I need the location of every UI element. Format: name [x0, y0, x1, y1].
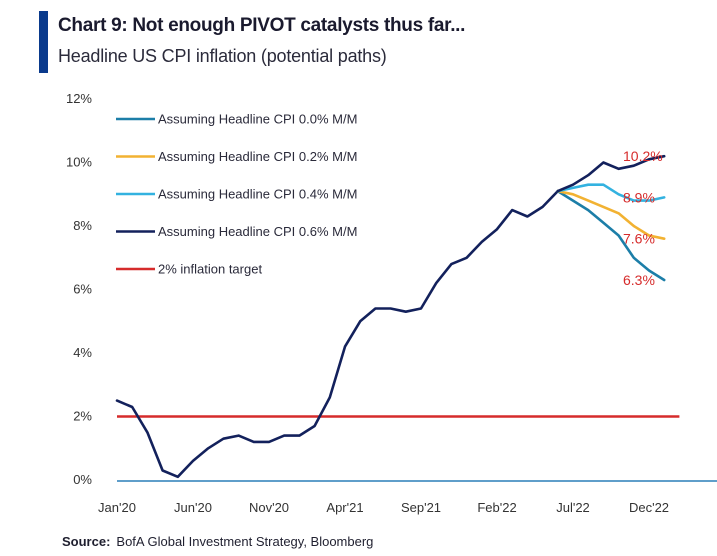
- end-label-0: 6.3%: [623, 272, 655, 288]
- x-tick-label: Jul'22: [556, 500, 590, 515]
- end-label-3: 10.2%: [623, 148, 663, 164]
- x-tick-label: Apr'21: [326, 500, 363, 515]
- end-label-2: 8.9%: [623, 189, 655, 205]
- legend-label-2: Assuming Headline CPI 0.4% M/M: [158, 187, 357, 202]
- x-tick-label: Sep'21: [401, 500, 441, 515]
- source-label: Source:: [62, 534, 111, 549]
- y-tick-label: 8%: [73, 218, 92, 233]
- x-tick-label: Feb'22: [477, 500, 516, 515]
- legend-label-3: Assuming Headline CPI 0.6% M/M: [158, 224, 357, 239]
- y-axis-ticks: 0% 2% 4% 6% 8% 10% 12%: [66, 91, 92, 487]
- end-label-1: 7.6%: [623, 231, 655, 247]
- legend-label-0: Assuming Headline CPI 0.0% M/M: [158, 112, 357, 127]
- forecast-line-0: [556, 189, 666, 282]
- y-tick-label: 10%: [66, 155, 92, 170]
- y-tick-label: 2%: [73, 409, 92, 424]
- forecast-series-lines: [556, 154, 666, 282]
- title-accent-bar: [39, 11, 48, 73]
- y-tick-label: 4%: [73, 345, 92, 360]
- series-end-labels: 6.3% 7.6% 8.9% 10.2%: [623, 148, 663, 288]
- legend-label-4: 2% inflation target: [158, 262, 262, 277]
- x-tick-label: Jan'20: [98, 500, 136, 515]
- forecast-line-2: [556, 183, 666, 202]
- forecast-line-3: [556, 154, 666, 193]
- source-note: Source: BofA Global Investment Strategy, …: [62, 534, 373, 549]
- y-tick-label: 0%: [73, 472, 92, 487]
- x-axis-ticks: Jan'20 Jun'20 Nov'20 Apr'21 Sep'21 Feb'22 Jul'…: [98, 500, 669, 515]
- forecast-line-1: [556, 189, 666, 240]
- y-tick-label: 6%: [73, 282, 92, 297]
- chart-title: Chart 9: Not enough PIVOT catalysts thus…: [58, 15, 466, 36]
- x-tick-label: Nov'20: [249, 500, 289, 515]
- legend-label-1: Assuming Headline CPI 0.2% M/M: [158, 149, 357, 164]
- source-text: BofA Global Investment Strategy, Bloombe…: [116, 534, 374, 549]
- y-tick-label: 12%: [66, 91, 92, 106]
- x-tick-label: Dec'22: [629, 500, 669, 515]
- legend: Assuming Headline CPI 0.0% M/M Assuming H…: [116, 112, 357, 277]
- chart-subtitle: Headline US CPI inflation (potential pat…: [58, 46, 387, 66]
- history-series-line: [115, 189, 560, 479]
- x-tick-label: Jun'20: [174, 500, 212, 515]
